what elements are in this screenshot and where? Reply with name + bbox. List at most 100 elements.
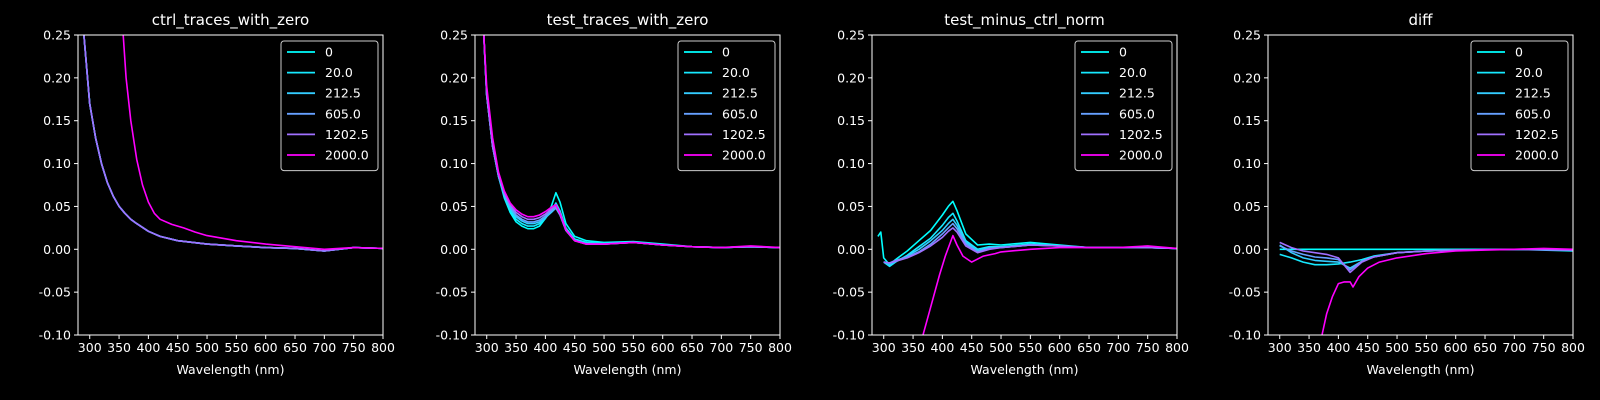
series-line-2000.0 (122, 35, 383, 251)
x-tick-label: 350 (1297, 340, 1321, 355)
x-axis-label: Wavelength (nm) (971, 362, 1079, 377)
series-line-2000.0 (1321, 247, 1573, 335)
x-tick-label: 500 (195, 340, 219, 355)
y-tick-label: 0.10 (837, 156, 865, 171)
y-tick-label: 0.05 (1233, 199, 1261, 214)
y-tick-label: 0.00 (440, 242, 468, 257)
y-tick-label: 0.25 (1233, 28, 1261, 43)
y-tick-label: 0.15 (440, 113, 468, 128)
x-tick-label: 700 (709, 340, 733, 355)
plot-frame (1267, 34, 1574, 336)
y-tick-label: 0.15 (1233, 113, 1261, 128)
series-group (83, 35, 383, 252)
legend-label: 605.0 (1119, 106, 1155, 121)
x-tick-label: 800 (371, 340, 395, 355)
legend-label: 0 (1515, 45, 1523, 60)
y-tick-label: 0.05 (837, 199, 865, 214)
y-tick-label: 0.10 (440, 156, 468, 171)
x-tick-label: 300 (1268, 340, 1292, 355)
y-tick-label: -0.05 (833, 285, 865, 300)
y-tick-label: 0.15 (43, 113, 71, 128)
x-tick-label: 700 (1106, 340, 1130, 355)
legend-label: 212.5 (722, 86, 758, 101)
legend-label: 212.5 (1515, 86, 1551, 101)
x-tick-label: 350 (107, 340, 131, 355)
y-tick-label: 0.00 (837, 242, 865, 257)
x-tick-label: 400 (930, 340, 954, 355)
series-group (877, 200, 1177, 335)
legend: 0 20.0 212.5 605.0 1202.5 2000.0 (280, 40, 379, 172)
legend-label: 1202.5 (1119, 127, 1163, 142)
x-tick-label: 450 (1356, 340, 1380, 355)
y-tick-label: -0.10 (39, 328, 71, 343)
y-tick-label: 0.00 (43, 242, 71, 257)
series-group (1279, 241, 1573, 335)
legend-label: 1202.5 (325, 127, 369, 142)
legend-label: 0 (722, 45, 730, 60)
x-tick-label: 600 (1444, 340, 1468, 355)
legend-label: 0 (1119, 45, 1127, 60)
y-tick-label: 0.25 (440, 28, 468, 43)
x-tick-label: 600 (1048, 340, 1072, 355)
panel-1: ctrl_traces_with_zero 300 350 400 450 500 550 6… (39, 11, 395, 377)
x-tick-label: 450 (563, 340, 587, 355)
x-axis-label: Wavelength (nm) (177, 362, 285, 377)
x-tick-label: 300 (78, 340, 102, 355)
x-tick-label: 400 (136, 340, 160, 355)
x-tick-label: 450 (166, 340, 190, 355)
legend-label: 2000.0 (1515, 148, 1559, 163)
legend-label: 1202.5 (722, 127, 766, 142)
y-tick-label: 0.20 (1233, 70, 1261, 85)
y-tick-label: -0.05 (436, 285, 468, 300)
legend-label: 212.5 (1119, 86, 1155, 101)
x-axis-label: Wavelength (nm) (1367, 362, 1475, 377)
x-tick-label: 550 (1414, 340, 1438, 355)
x-tick-label: 550 (1018, 340, 1042, 355)
x-tick-label: 500 (592, 340, 616, 355)
panel-4: diff 300 350 400 450 500 550 600 650 700 750 800 -0.… (1229, 11, 1585, 377)
x-tick-label: 800 (1561, 340, 1585, 355)
series-line-2000.0 (483, 35, 780, 249)
legend-label: 0 (325, 45, 333, 60)
x-tick-label: 600 (254, 340, 278, 355)
series-line-2000.0 (922, 234, 1177, 335)
x-tick-label: 500 (989, 340, 1013, 355)
x-tick-label: 750 (1532, 340, 1556, 355)
plot-frame (77, 34, 384, 336)
legend: 0 20.0 212.5 605.0 1202.5 2000.0 (677, 40, 776, 172)
series-group (483, 35, 780, 249)
y-tick-label: 0.25 (837, 28, 865, 43)
x-tick-label: 600 (651, 340, 675, 355)
x-tick-label: 550 (224, 340, 248, 355)
x-tick-label: 750 (739, 340, 763, 355)
plot-frame (474, 34, 781, 336)
y-tick-label: 0.20 (440, 70, 468, 85)
x-tick-label: 400 (533, 340, 557, 355)
y-tick-label: 0.20 (837, 70, 865, 85)
series-line-1202.5 (83, 35, 383, 252)
y-tick-label: 0.25 (43, 28, 71, 43)
y-tick-label: 0.10 (1233, 156, 1261, 171)
series-line-20.0 (883, 212, 1177, 268)
series-line-1202.5 (1279, 241, 1573, 274)
x-tick-label: 650 (283, 340, 307, 355)
y-tick-label: 0.20 (43, 70, 71, 85)
panel-3: test_minus_ctrl_norm 300 350 400 450 500 550 60… (833, 11, 1189, 377)
x-tick-label: 750 (342, 340, 366, 355)
y-tick-label: 0.10 (43, 156, 71, 171)
legend-label: 20.0 (722, 65, 750, 80)
x-tick-label: 550 (621, 340, 645, 355)
legend-label: 20.0 (325, 65, 353, 80)
x-tick-label: 350 (504, 340, 528, 355)
y-tick-label: -0.10 (436, 328, 468, 343)
plot-frame (871, 34, 1178, 336)
x-tick-label: 800 (1165, 340, 1189, 355)
legend-label: 2000.0 (1119, 148, 1163, 163)
x-tick-label: 300 (475, 340, 499, 355)
chart-title: test_minus_ctrl_norm (944, 11, 1105, 30)
legend-label: 605.0 (325, 106, 361, 121)
x-axis-label: Wavelength (nm) (574, 362, 682, 377)
legend-label: 1202.5 (1515, 127, 1559, 142)
legend-label: 2000.0 (722, 148, 766, 163)
